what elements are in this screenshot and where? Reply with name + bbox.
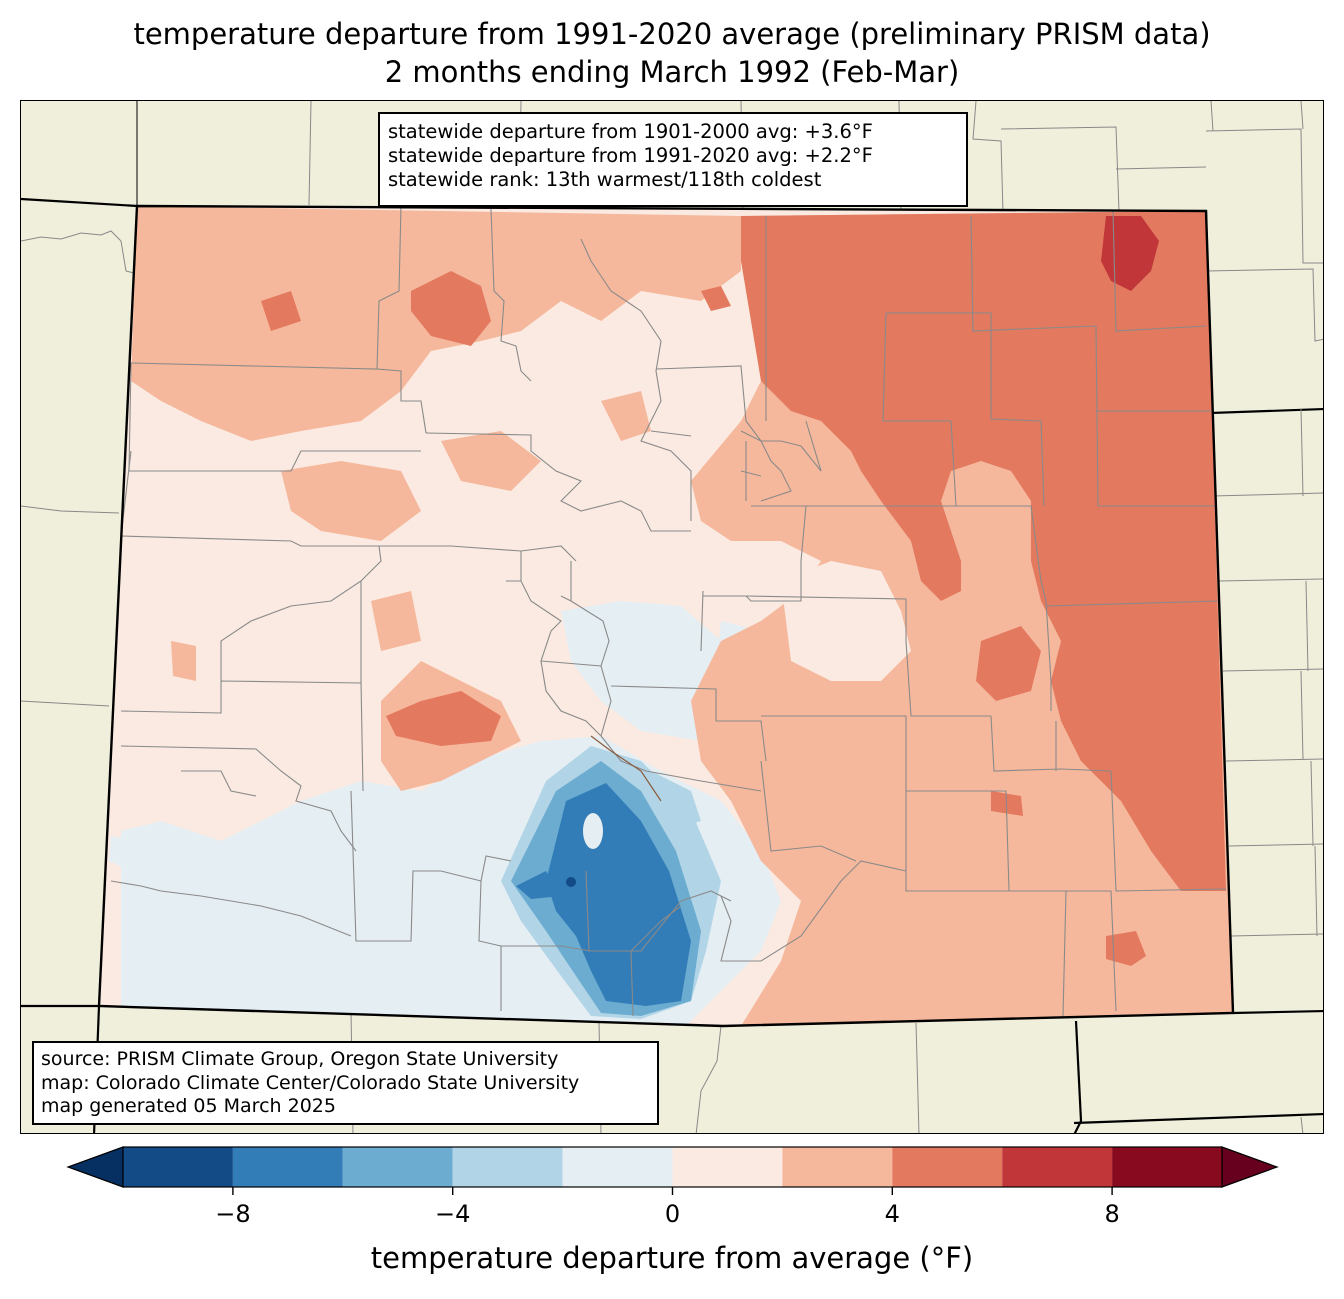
colorbar-label: temperature departure from average (°F) (370, 1241, 974, 1275)
colorbar-segment (892, 1147, 1003, 1187)
colorado-state-border (97, 204, 1235, 1028)
colorbar-segment (1002, 1147, 1113, 1187)
colorbar-tick-label: −4 (435, 1200, 470, 1228)
colorbar-segment (232, 1147, 343, 1187)
colorbar-segment (342, 1147, 453, 1187)
source-box: source: PRISM Climate Group, Oregon Stat… (32, 1041, 659, 1125)
colorbar: −8 −4 0 4 8 (66, 1146, 1279, 1228)
colorbar-segment (1112, 1147, 1222, 1187)
map-frame (20, 100, 1324, 1134)
county-lines (110, 206, 1227, 1017)
colorbar-segment (672, 1147, 783, 1187)
source-line-prism: source: PRISM Climate Group, Oregon Stat… (41, 1048, 559, 1070)
source-line-generated: map generated 05 March 2025 (41, 1095, 336, 1117)
colorbar-tick-label: 4 (885, 1200, 900, 1228)
colorbar-segment (452, 1147, 563, 1187)
colorbar-extend-max (1221, 1146, 1279, 1188)
stats-line-1901-2000: statewide departure from 1901-2000 avg: … (388, 120, 873, 143)
colorbar-tick-label: 8 (1104, 1200, 1119, 1228)
statewide-stats-box: statewide departure from 1901-2000 avg: … (378, 112, 968, 207)
stats-line-1991-2020: statewide departure from 1991-2020 avg: … (388, 144, 873, 167)
colorbar-extend-min (66, 1146, 124, 1188)
colorbar-segment (782, 1147, 893, 1187)
colorbar-segment (123, 1147, 233, 1187)
source-line-map: map: Colorado Climate Center/Colorado St… (41, 1071, 580, 1094)
temperature-field (99, 206, 1233, 1026)
colorbar-tick-label: 0 (665, 1200, 680, 1228)
stats-line-rank: statewide rank: 13th warmest/118th colde… (388, 168, 822, 191)
colorbar-tick-label: −8 (215, 1200, 250, 1228)
colorado-map (21, 101, 1323, 1133)
map-title: temperature departure from 1991-2020 ave… (133, 17, 1211, 51)
colorbar-segment (562, 1147, 673, 1187)
map-subtitle: 2 months ending March 1992 (Feb-Mar) (384, 55, 960, 89)
